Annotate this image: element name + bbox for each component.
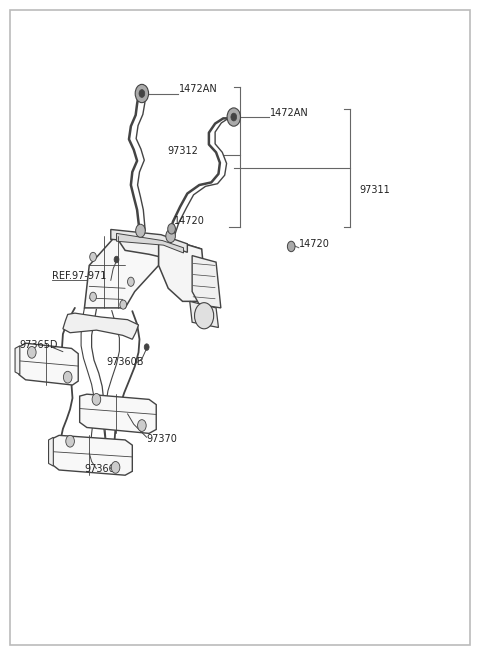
Text: 97360B: 97360B — [106, 357, 144, 367]
Circle shape — [227, 108, 240, 126]
Circle shape — [144, 344, 149, 350]
Text: 97370: 97370 — [147, 434, 178, 444]
Polygon shape — [52, 436, 132, 476]
Polygon shape — [15, 346, 20, 375]
Circle shape — [90, 252, 96, 261]
Polygon shape — [84, 236, 158, 308]
Circle shape — [166, 229, 175, 242]
Circle shape — [90, 292, 96, 301]
Circle shape — [128, 277, 134, 286]
Circle shape — [138, 420, 146, 432]
Text: 97366: 97366 — [84, 464, 115, 474]
Polygon shape — [192, 255, 221, 308]
Circle shape — [27, 346, 36, 358]
Circle shape — [114, 256, 119, 263]
Circle shape — [231, 113, 237, 121]
Circle shape — [120, 300, 127, 309]
Circle shape — [194, 303, 214, 329]
Text: 14720: 14720 — [174, 216, 205, 226]
Polygon shape — [117, 233, 183, 253]
Polygon shape — [190, 301, 218, 328]
Text: 97311: 97311 — [360, 185, 390, 195]
Circle shape — [168, 223, 175, 234]
Circle shape — [66, 436, 74, 447]
Text: 1472AN: 1472AN — [270, 108, 309, 119]
Circle shape — [63, 371, 72, 383]
Circle shape — [135, 84, 149, 103]
Circle shape — [92, 394, 101, 405]
Text: 97365D: 97365D — [20, 340, 59, 350]
Polygon shape — [19, 343, 78, 385]
Text: 97312: 97312 — [167, 146, 198, 157]
Polygon shape — [63, 313, 139, 339]
Circle shape — [111, 462, 120, 474]
Circle shape — [139, 90, 145, 98]
Polygon shape — [116, 236, 202, 262]
Polygon shape — [80, 394, 156, 434]
Polygon shape — [111, 229, 187, 252]
Text: 1472AN: 1472AN — [179, 84, 217, 94]
Text: REF.97-971: REF.97-971 — [52, 271, 107, 281]
Circle shape — [288, 241, 295, 252]
Polygon shape — [158, 236, 206, 301]
Circle shape — [136, 224, 145, 237]
Polygon shape — [48, 438, 53, 466]
Text: 14720: 14720 — [299, 239, 330, 249]
